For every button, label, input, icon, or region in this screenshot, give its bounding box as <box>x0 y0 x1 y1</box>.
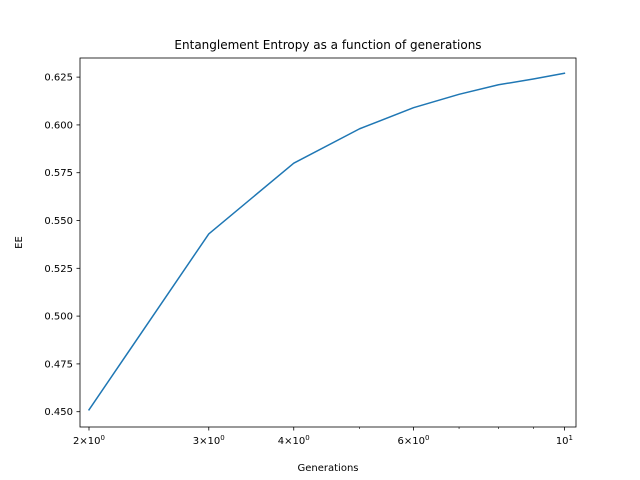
y-axis: 0.450 0.475 0.500 0.525 0.550 0.575 0.600 0.625 <box>44 73 80 418</box>
y-tick-label: 0.500 <box>44 312 73 323</box>
x-axis: 2×100 3×100 4×100 6×100 101 <box>73 427 573 447</box>
y-tick-label: 0.475 <box>44 359 73 370</box>
y-tick-label: 0.450 <box>44 407 73 418</box>
chart-title: Entanglement Entropy as a function of ge… <box>174 38 481 52</box>
x-tick-label: 3×100 <box>193 434 225 447</box>
x-tick-label: 2×100 <box>73 434 105 447</box>
x-axis-label: Generations <box>298 463 359 474</box>
y-tick-label: 0.625 <box>44 73 73 84</box>
y-tick-label: 0.525 <box>44 264 73 275</box>
x-tick-label: 101 <box>556 434 573 447</box>
y-tick-label: 0.600 <box>44 120 73 131</box>
series-line-0 <box>87 72 566 411</box>
plot-area <box>87 72 566 411</box>
x-tick-label: 6×100 <box>398 434 430 447</box>
plot-frame <box>79 57 577 428</box>
y-tick-label: 0.575 <box>44 168 73 179</box>
y-tick-label: 0.550 <box>44 216 73 227</box>
x-tick-label: 4×100 <box>278 434 310 447</box>
y-axis-label: EE <box>14 236 25 249</box>
